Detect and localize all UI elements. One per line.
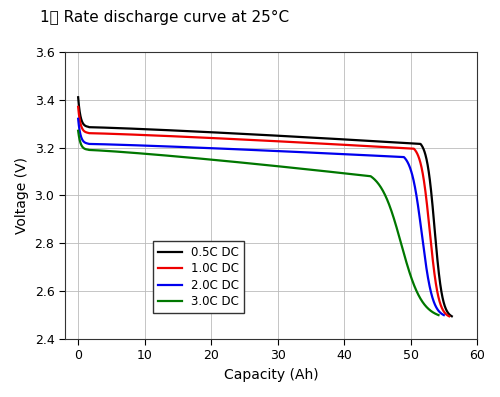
Y-axis label: Voltage (V): Voltage (V) <box>15 157 29 234</box>
Legend: 0.5C DC, 1.0C DC, 2.0C DC, 3.0C DC: 0.5C DC, 1.0C DC, 2.0C DC, 3.0C DC <box>153 241 244 313</box>
X-axis label: Capacity (Ah): Capacity (Ah) <box>224 368 318 382</box>
Text: 1、 Rate discharge curve at 25°C: 1、 Rate discharge curve at 25°C <box>40 10 289 25</box>
